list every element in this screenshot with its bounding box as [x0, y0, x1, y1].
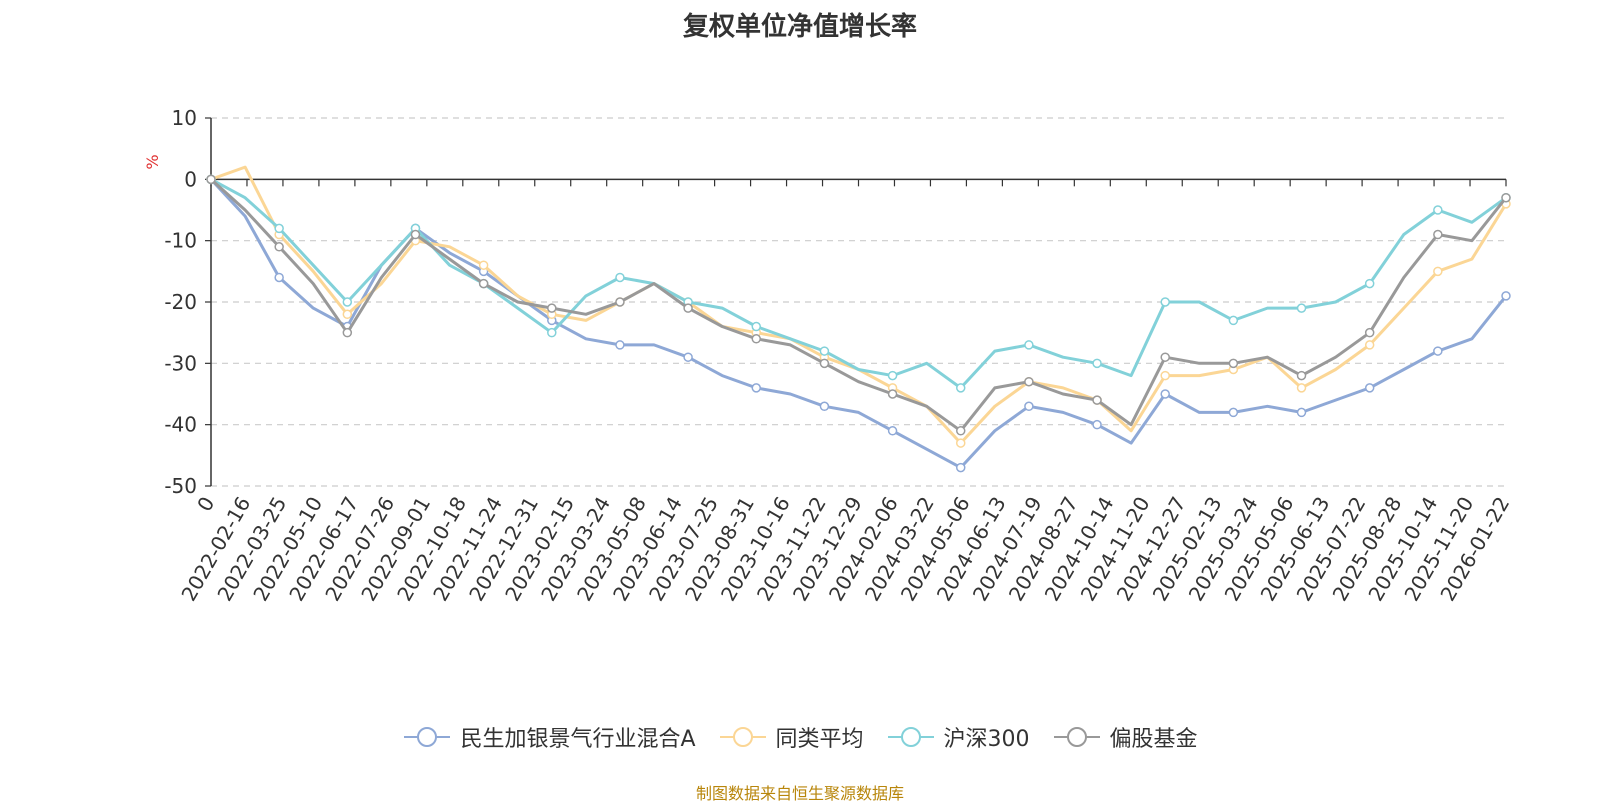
series-point — [751, 383, 762, 393]
series-point — [1024, 376, 1034, 387]
series-point — [1228, 315, 1239, 326]
series-point — [342, 327, 353, 338]
series-point — [478, 260, 489, 270]
y-tick-label: -20 — [164, 290, 197, 314]
series-point — [1092, 395, 1102, 405]
series-lines — [206, 165, 1511, 473]
series-point — [547, 303, 557, 313]
legend-label: 沪深300 — [943, 727, 1030, 752]
series-point — [1433, 205, 1443, 215]
legend-item[interactable]: 民生加银景气行业混合A — [402, 721, 696, 753]
y-tick-labels: 10 0 -10 -20 -30 -40 -50 — [164, 106, 197, 498]
series-point — [1433, 266, 1443, 277]
series-point — [1092, 419, 1102, 430]
series-point — [1296, 370, 1307, 381]
series-point — [410, 229, 421, 240]
series-point — [342, 309, 353, 320]
series-point — [1228, 358, 1239, 369]
series-point — [1501, 291, 1511, 301]
grid-lines — [205, 117, 1506, 487]
series-line — [209, 178, 1508, 470]
legend-item[interactable]: 偏股基金 — [1052, 721, 1198, 753]
series-0 — [206, 174, 1511, 473]
legend-swatch-icon — [404, 727, 451, 747]
legend-swatch-icon — [719, 727, 766, 747]
series-point — [615, 272, 625, 283]
x-tick-label: 0 — [192, 493, 219, 516]
series-point — [1364, 327, 1375, 338]
series-point — [1160, 370, 1170, 381]
data-source-note: 制图数据来自恒生聚源数据库 — [695, 784, 904, 803]
legend: 民生加银景气行业混合A 同类平均 沪深300 偏股基金 — [0, 722, 1600, 752]
series-point — [1092, 358, 1102, 369]
legend-label: 同类平均 — [775, 727, 864, 752]
chart-title: 复权单位净值增长率 — [682, 12, 917, 42]
series-point — [1433, 346, 1443, 356]
series-point — [1364, 383, 1375, 393]
series-point — [615, 297, 625, 307]
series-point — [1024, 340, 1034, 350]
series-point — [819, 401, 830, 412]
series-point — [615, 340, 625, 350]
y-tick-label: -30 — [164, 351, 197, 375]
series-point — [1364, 278, 1375, 289]
legend-item[interactable]: 同类平均 — [718, 721, 864, 753]
series-point — [1501, 192, 1511, 203]
series-2 — [206, 174, 1511, 393]
legend-label: 偏股基金 — [1109, 727, 1198, 752]
series-point — [206, 174, 216, 185]
series-point — [1296, 407, 1307, 418]
x-tick-labels: 02022-02-162022-03-252022-05-102022-06-1… — [176, 493, 1514, 606]
series-point — [1160, 389, 1170, 399]
series-3 — [206, 174, 1511, 436]
series-point — [274, 272, 284, 283]
series-point — [342, 297, 353, 307]
series-point — [887, 389, 898, 399]
series-point — [819, 346, 830, 356]
y-tick-label: -10 — [164, 229, 197, 253]
y-tick-label: 10 — [172, 106, 197, 130]
series-point — [955, 462, 966, 473]
series-point — [751, 334, 762, 344]
series-point — [274, 223, 284, 234]
series-point — [1364, 340, 1375, 350]
series-point — [683, 352, 693, 362]
legend-swatch-icon — [887, 727, 934, 747]
series-point — [274, 242, 284, 252]
y-tick-label: -50 — [164, 474, 197, 498]
series-point — [1296, 303, 1307, 313]
series-point — [1296, 383, 1307, 393]
series-point — [1228, 407, 1239, 418]
series-point — [1433, 229, 1443, 240]
y-tick-label: 0 — [184, 167, 197, 191]
y-axis-unit: % — [143, 154, 162, 169]
series-point — [1160, 297, 1170, 307]
series-point — [1160, 352, 1170, 362]
series-line — [210, 177, 1507, 390]
legend-label: 民生加银景气行业混合A — [460, 727, 696, 752]
y-tick-label: -40 — [164, 413, 197, 437]
series-point — [478, 278, 489, 289]
series-point — [955, 383, 966, 393]
series-point — [887, 426, 898, 436]
series-point — [955, 426, 966, 436]
series-point — [751, 321, 762, 332]
series-point — [955, 438, 966, 448]
series-point — [1024, 401, 1034, 412]
legend-swatch-icon — [1053, 727, 1100, 747]
line-chart: % 10 0 -10 -20 -30 -40 -50 02022-02-162022-03-… — [143, 106, 1514, 606]
legend-item[interactable]: 沪深300 — [886, 721, 1030, 753]
series-point — [547, 327, 557, 338]
series-line — [209, 178, 1508, 433]
series-point — [819, 358, 830, 369]
series-point — [887, 370, 898, 381]
series-point — [683, 303, 693, 313]
